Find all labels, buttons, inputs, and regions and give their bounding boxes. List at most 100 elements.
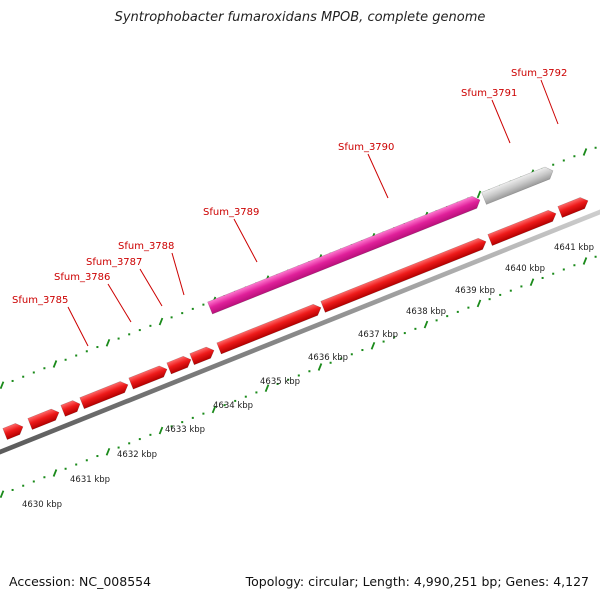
gene-label[interactable]: Sfum_3786 bbox=[54, 272, 110, 283]
gene-arrow-forward[interactable] bbox=[27, 407, 61, 430]
scale-dot bbox=[329, 361, 332, 364]
gene-arrow-forward[interactable] bbox=[557, 195, 590, 218]
scale-label: 4632 kbp bbox=[117, 450, 157, 460]
scale-dot bbox=[499, 293, 502, 296]
scale-dot bbox=[181, 421, 184, 424]
scale-dot bbox=[573, 264, 576, 267]
gene-arrow-forward[interactable] bbox=[60, 398, 82, 417]
scale-dot bbox=[128, 442, 131, 445]
scale-label: 4635 kbp bbox=[260, 377, 300, 387]
scale-label: 4633 kbp bbox=[165, 425, 205, 435]
scale-tick bbox=[529, 278, 535, 287]
scale-tick bbox=[264, 384, 270, 393]
scale-dot bbox=[244, 395, 247, 398]
scale-dot bbox=[85, 350, 88, 353]
scale-tick bbox=[370, 341, 376, 350]
scale-tick bbox=[105, 447, 111, 456]
scale-dot bbox=[202, 303, 205, 306]
scale-dot bbox=[308, 370, 311, 373]
gene-label[interactable]: Sfum_3785 bbox=[12, 295, 68, 306]
scale-dot bbox=[22, 484, 25, 487]
genome-summary-text: Topology: circular; Length: 4,990,251 bp… bbox=[245, 574, 589, 589]
scale-dot bbox=[138, 438, 141, 441]
gene-label[interactable]: Sfum_3787 bbox=[86, 257, 142, 268]
scale-tick bbox=[52, 469, 58, 477]
gene-label[interactable]: Sfum_3791 bbox=[461, 88, 517, 99]
scale-tick bbox=[105, 338, 111, 347]
scale-dot bbox=[11, 379, 14, 382]
scale-tick bbox=[317, 363, 323, 371]
scale-dot bbox=[435, 319, 438, 322]
scale-dot bbox=[22, 375, 25, 378]
scale-label: 4630 kbp bbox=[22, 500, 62, 510]
accession-text: Accession: NC_008554 bbox=[9, 574, 152, 589]
gene-label[interactable]: Sfum_3788 bbox=[118, 241, 174, 252]
scale-tick bbox=[476, 190, 482, 199]
scale-dot bbox=[509, 289, 512, 292]
scale-dot bbox=[382, 340, 385, 343]
gene-arrow-forward[interactable] bbox=[2, 421, 25, 440]
gene-arrow-highlight[interactable] bbox=[207, 194, 483, 315]
scale-dot bbox=[552, 163, 555, 166]
scale-dot bbox=[287, 378, 290, 381]
gene-label[interactable]: Sfum_3790 bbox=[338, 142, 394, 153]
gene-leader-line bbox=[139, 268, 163, 307]
scale-dot bbox=[170, 316, 173, 319]
gene-leader-line bbox=[491, 99, 511, 144]
scale-dot bbox=[149, 324, 152, 327]
gene-leader-line bbox=[67, 306, 89, 347]
scale-dot bbox=[32, 371, 35, 374]
scale-dot bbox=[181, 312, 184, 315]
scale-dot bbox=[541, 276, 544, 279]
gene-leader-line bbox=[233, 218, 258, 263]
scale-label: 4637 kbp bbox=[358, 330, 398, 340]
map-title: Syntrophobacter fumaroxidans MPOB, compl… bbox=[114, 10, 486, 25]
scale-label: 4641 kbp bbox=[554, 243, 594, 253]
scale-tick bbox=[476, 299, 482, 308]
scale-dot bbox=[594, 146, 597, 149]
scale-label: 4636 kbp bbox=[308, 353, 348, 363]
scale-dot bbox=[467, 306, 470, 309]
scale-dot bbox=[96, 455, 99, 458]
scale-dot bbox=[170, 425, 173, 428]
scale-tick bbox=[158, 317, 164, 326]
gene-arrow-forward[interactable] bbox=[166, 354, 193, 375]
scale-dot bbox=[594, 255, 597, 258]
gene-label[interactable]: Sfum_3789 bbox=[203, 207, 259, 218]
scale-dot bbox=[117, 446, 120, 449]
scale-dot bbox=[75, 354, 78, 357]
scale-dot bbox=[456, 310, 459, 313]
scale-tick bbox=[423, 320, 429, 329]
gene-arrow-forward[interactable] bbox=[128, 364, 169, 390]
gene-arrow-forward[interactable] bbox=[216, 302, 323, 355]
scale-dot bbox=[234, 399, 237, 402]
scale-tick bbox=[582, 257, 588, 265]
scale-dot bbox=[43, 367, 46, 370]
scale-dot bbox=[488, 298, 491, 301]
gene-arrow-forward[interactable] bbox=[79, 379, 130, 410]
scale-dot bbox=[43, 476, 46, 479]
scale-dot bbox=[446, 315, 449, 318]
scale-tick bbox=[582, 148, 588, 156]
scale-label: 4634 kbp bbox=[213, 401, 253, 411]
scale-dot bbox=[117, 337, 120, 340]
scale-label: 4639 kbp bbox=[455, 286, 495, 296]
scale-dot bbox=[340, 357, 343, 360]
gene-arrow-forward[interactable] bbox=[189, 345, 216, 366]
scale-dot bbox=[138, 329, 141, 332]
scale-dot bbox=[85, 459, 88, 462]
scale-dot bbox=[562, 159, 565, 162]
gene-arrow-other[interactable] bbox=[481, 165, 556, 205]
scale-dot bbox=[11, 488, 14, 491]
scale-tick bbox=[211, 405, 217, 414]
gene-label[interactable]: Sfum_3792 bbox=[511, 68, 567, 79]
gene-leader-line bbox=[107, 283, 132, 323]
scale-dot bbox=[350, 353, 353, 356]
gene-arrow-forward[interactable] bbox=[320, 236, 488, 313]
scale-label: 4638 kbp bbox=[406, 307, 446, 317]
scale-dot bbox=[297, 374, 300, 377]
scale-dot bbox=[573, 155, 576, 158]
scale-dot bbox=[96, 346, 99, 349]
gene-arrow-forward[interactable] bbox=[487, 208, 558, 246]
